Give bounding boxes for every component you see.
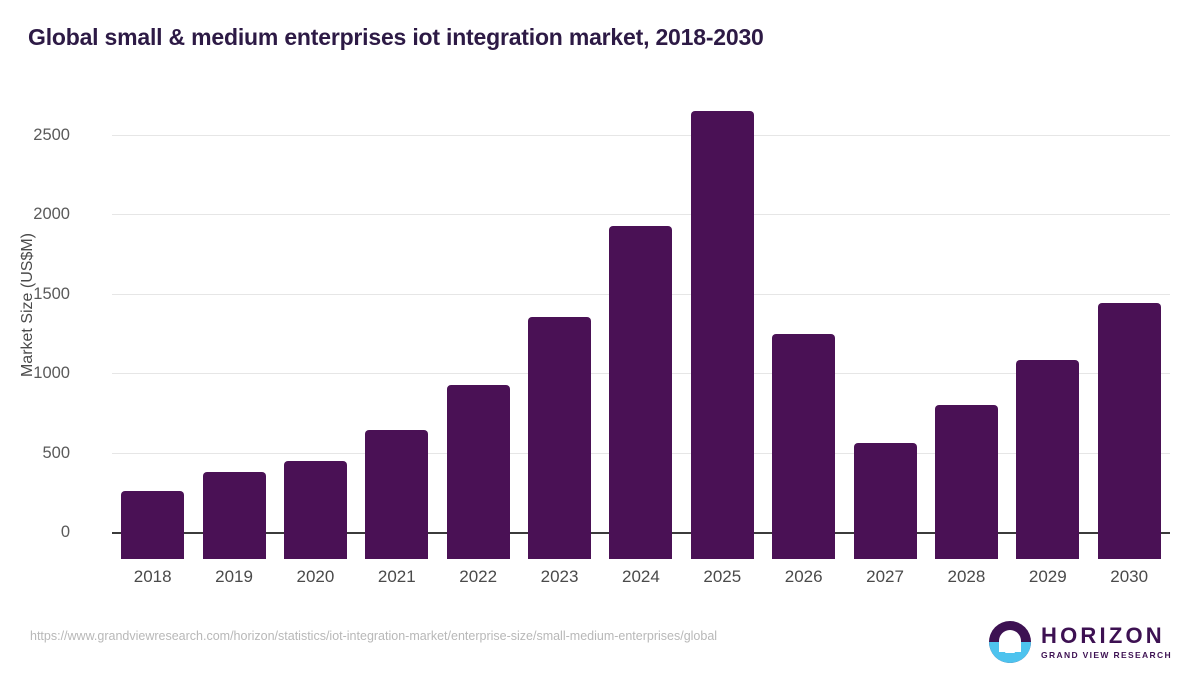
bar-2027[interactable] [853,442,917,559]
y-axis-tick-label: 0 [60,523,70,541]
bar-2023[interactable] [528,316,592,559]
logo-line-upper [1002,646,1019,648]
y-axis-tick-label: 2000 [33,205,70,224]
y-axis-tick-label: 1500 [33,284,70,303]
bar-slot [438,86,519,559]
x-axis-tick-label: 2029 [1028,567,1067,586]
y-axis-tick-label: 500 [42,443,70,462]
bar-2018[interactable] [121,491,185,559]
horizon-logo-icon [989,621,1032,663]
x-axis-tick-label: 2019 [215,567,253,586]
bar-slot [1089,86,1170,559]
bar-2026[interactable] [772,333,836,559]
bar-slot [519,86,600,559]
bar-slot [600,86,681,559]
chart-plot-area: Market Size (US$M) 0 500 1000 1500 2000 2500 … [0,86,1200,586]
bar-slot [1007,86,1088,559]
bar-2025[interactable] [690,111,754,559]
x-axis-tick-label: 2030 [1110,567,1149,586]
logo-line-lower [1005,651,1016,653]
bar-2019[interactable] [202,472,266,559]
x-axis-tick-label: 2018 [133,567,172,586]
bar-slot [112,86,193,559]
page-title: Global small & medium enterprises iot in… [28,24,764,50]
horizon-logo: HORIZON GRAND VIEW RESEARCH [989,621,1172,663]
logo-tagline: GRAND VIEW RESEARCH [1041,649,1172,660]
x-axis-tick-label: 2020 [296,567,335,586]
x-axis-labels: 2018 2019 2020 2021 2022 2023 2024 2025 2026 2027… [112,567,1170,587]
y-axis-tick-label: 1000 [33,364,70,383]
x-axis-tick-label: 2022 [459,567,498,586]
y-axis-tick-label: 2500 [33,125,70,144]
x-axis-tick-label: 2024 [622,567,660,586]
gridline [112,214,1170,216]
logo-name: HORIZON [1041,622,1165,648]
source-url[interactable]: https://www.grandviewresearch.com/horizo… [30,629,718,643]
x-axis-tick-label: 2027 [866,567,904,586]
x-axis-tick-label: 2021 [377,567,416,586]
bar-2024[interactable] [609,226,673,559]
bar-slot [275,86,356,559]
x-axis-tick-label: 2025 [703,567,742,586]
bar-slot [926,86,1007,559]
gridline [112,134,1170,136]
bar-2021[interactable] [365,429,429,559]
bars-group [112,86,1170,559]
bar-2029[interactable] [1016,359,1080,559]
bar-slot [763,86,844,559]
bar-2020[interactable] [283,460,347,559]
x-axis-tick-label: 2028 [947,567,986,586]
bar-slot [682,86,763,559]
bar-2028[interactable] [934,405,998,559]
bar-2022[interactable] [446,384,510,559]
bar-slot [356,86,437,559]
logo-dome-shape [999,630,1022,652]
chart-footer: https://www.grandviewresearch.com/horizo… [0,612,1200,675]
x-axis-tick-label: 2026 [784,567,823,586]
x-axis-tick-label: 2023 [540,567,579,586]
bar-slot [845,86,926,559]
bar-slot [194,86,275,559]
y-axis-title: Market Size (US$M) [19,232,36,378]
logo-wordmark: HORIZON GRAND VIEW RESEARCH [1041,622,1172,660]
bar-2030[interactable] [1097,302,1161,559]
